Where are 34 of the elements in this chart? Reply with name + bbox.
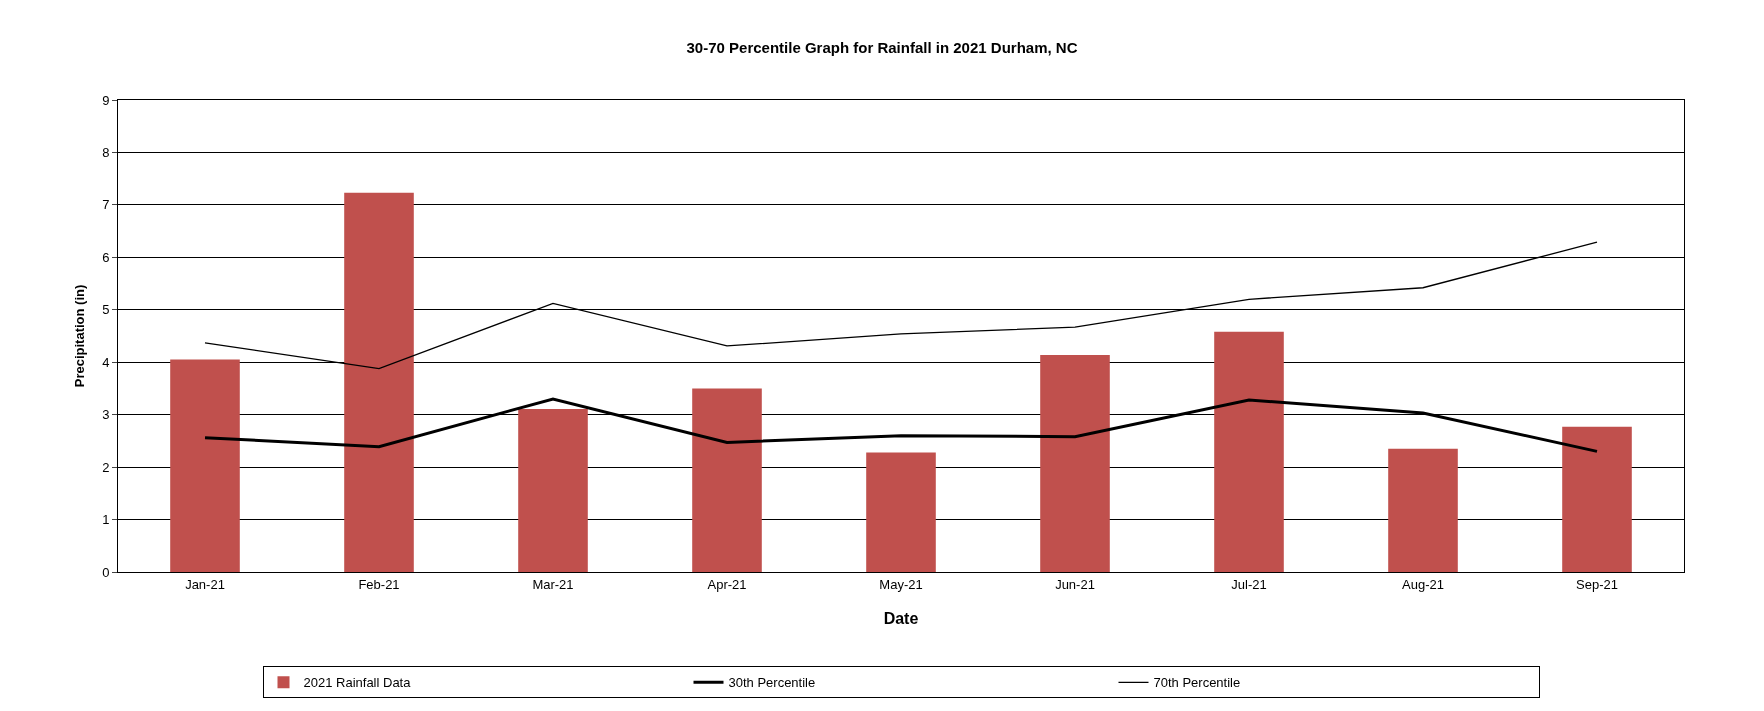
y-tick-label: 8	[102, 144, 110, 160]
bar	[518, 408, 588, 572]
x-tick-label: Feb-21	[358, 576, 400, 592]
bar	[1562, 426, 1632, 572]
y-tick-label: 9	[102, 92, 110, 108]
legend-label: 30th Percentile	[728, 675, 816, 691]
x-tick-label: Jun-21	[1055, 576, 1095, 592]
bar	[692, 388, 762, 572]
bar	[1388, 448, 1458, 572]
x-tick-label: May-21	[879, 576, 923, 592]
legend-label: 2021 Rainfall Data	[303, 675, 412, 691]
y-tick-label: 7	[102, 197, 110, 213]
x-tick-label: Jan-21	[185, 576, 225, 592]
x-tick-label: Aug-21	[1402, 576, 1444, 592]
y-tick-label: 0	[102, 564, 110, 580]
bar	[1040, 354, 1110, 572]
x-tick-label: Jul-21	[1231, 576, 1267, 592]
x-tick-label: Sep-21	[1576, 576, 1618, 592]
bar	[1214, 331, 1284, 572]
legend-label: 70th Percentile	[1153, 675, 1241, 691]
y-axis-title: Precipitation (in)	[72, 284, 88, 388]
x-axis-title: Date	[883, 610, 919, 628]
y-tick-label: 3	[102, 407, 110, 423]
y-tick-label: 4	[102, 354, 110, 370]
x-tick-label: Apr-21	[707, 576, 747, 592]
x-tick-label: Mar-21	[532, 576, 574, 592]
chart-title: 30-70 Percentile Graph for Rainfall in 2021 Durham, NC	[686, 39, 1078, 57]
bar	[170, 359, 240, 572]
bar	[344, 192, 414, 572]
y-tick-label: 1	[102, 512, 110, 528]
bar	[866, 452, 936, 572]
y-tick-label: 5	[102, 302, 110, 318]
y-tick-label: 6	[102, 249, 110, 265]
y-tick-label: 2	[102, 459, 110, 475]
